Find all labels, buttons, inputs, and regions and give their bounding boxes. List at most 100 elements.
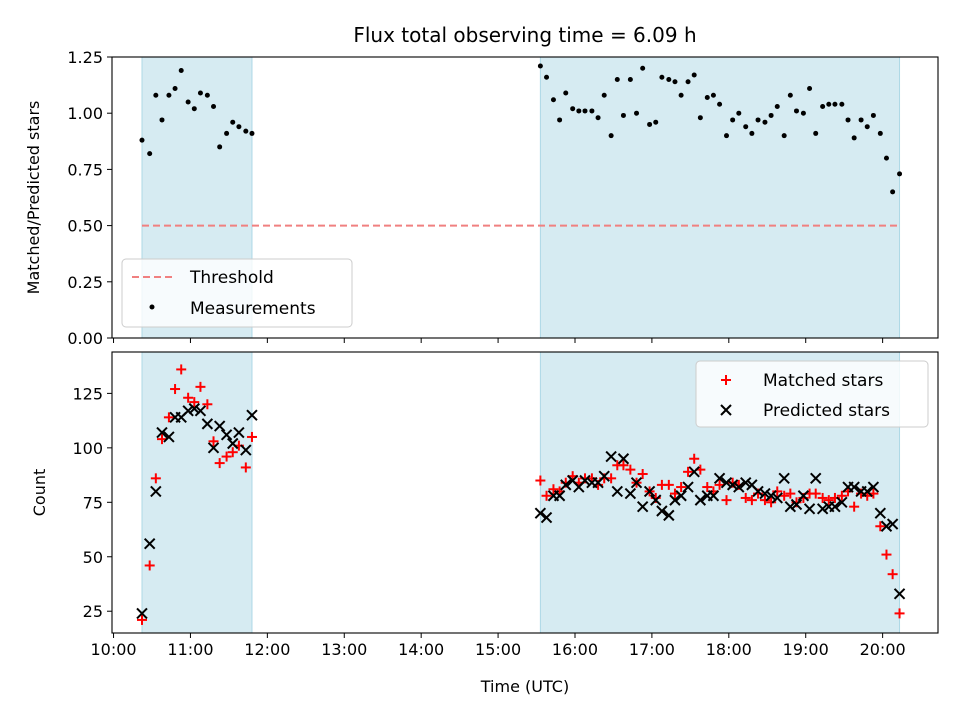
predicted-point: [650, 494, 662, 506]
measurement-point: [620, 112, 626, 118]
measurement-point: [890, 189, 896, 195]
predicted-point: [759, 487, 771, 500]
predicted-point: [765, 490, 777, 502]
predicted-point: [893, 588, 906, 600]
measurement-point: [563, 90, 569, 96]
predicted-point: [240, 444, 252, 456]
y-tick-label: 50: [83, 548, 103, 567]
predicted-point: [163, 431, 175, 443]
measurement-point: [550, 97, 556, 103]
matched-point: [246, 431, 257, 442]
y-tick-label: 1.25: [67, 48, 103, 67]
predicted-point: [874, 507, 887, 519]
predicted-point: [771, 492, 783, 504]
predicted-point: [816, 503, 829, 515]
measurement-point: [678, 92, 684, 98]
measurement-point: [166, 92, 172, 98]
x-axis-label: Time (UTC): [480, 677, 569, 696]
matched-point: [214, 458, 225, 469]
measurement-point: [627, 76, 633, 82]
top-y-axis-label: Matched/Predicted stars: [24, 101, 43, 295]
bottom-y-axis-label: Count: [30, 469, 49, 517]
y-tick-label: 0.75: [67, 160, 103, 179]
measurement-point: [647, 121, 653, 127]
measurement-point: [582, 108, 588, 114]
measurement-point: [691, 72, 697, 78]
shaded-interval-0: [141, 351, 253, 634]
bottom-x-ticks: 10:00 11:00 12:00 13:00 14:00 15:00 16:00 17:00…: [90, 633, 906, 659]
legend-matched-swatch: [721, 375, 731, 385]
measurement-point: [672, 79, 678, 85]
measurement-point: [236, 124, 242, 130]
predicted-point: [682, 481, 694, 493]
predicted-point: [617, 453, 630, 465]
predicted-point: [207, 442, 220, 454]
matched-point: [227, 447, 238, 458]
y-tick-label: 0.50: [67, 217, 103, 236]
matched-point: [663, 479, 674, 490]
matched-point: [136, 614, 147, 625]
predicted-point: [611, 485, 623, 498]
y-tick-label: 100: [72, 439, 103, 458]
x-tick-label: 14:00: [398, 640, 444, 659]
measurement-point: [659, 74, 665, 80]
measurement-point: [839, 101, 845, 107]
predicted-point: [643, 485, 656, 498]
matched-point: [189, 397, 200, 408]
measurement-point: [570, 106, 576, 112]
bottom-panel: 25 50 75 100 125 10:00 11:00 12:00 13:00 14:00 15…: [30, 351, 939, 696]
predicted-point: [201, 418, 214, 430]
predicted-point: [136, 607, 148, 620]
x-tick-label: 13:00: [321, 640, 367, 659]
matched-point: [144, 560, 155, 571]
measurement-point: [147, 151, 153, 157]
measurement-point: [230, 119, 236, 125]
measurement-point: [178, 67, 184, 73]
predicted-point: [733, 481, 745, 493]
matched-point: [817, 492, 828, 503]
y-tick-label: 0.25: [67, 273, 103, 292]
predicted-point: [740, 476, 752, 489]
measurement-point: [608, 133, 614, 139]
legend-threshold-label: Threshold: [189, 268, 274, 288]
predicted-point: [778, 472, 790, 485]
predicted-point: [675, 490, 687, 502]
predicted-point: [188, 402, 200, 415]
predicted-point: [803, 503, 816, 515]
predicted-point: [220, 429, 233, 441]
measurement-point: [813, 130, 819, 136]
predicted-point: [624, 487, 637, 500]
top-legend-box: [121, 258, 353, 328]
measurement-point: [749, 130, 755, 136]
measurement-point: [249, 130, 255, 136]
bottom-legend-box: [695, 360, 929, 428]
matched-point: [746, 495, 757, 506]
measurement-point: [864, 124, 870, 130]
measurement-point: [768, 112, 774, 118]
predicted-point: [663, 509, 675, 522]
measurement-point: [589, 108, 595, 114]
matched-point: [785, 488, 796, 499]
predicted-point: [553, 490, 566, 502]
predicted-point: [886, 518, 899, 530]
predicted-point: [861, 485, 873, 498]
measurement-point: [762, 119, 768, 125]
measurement-point: [807, 85, 813, 91]
measurement-point: [576, 108, 582, 114]
top-x-ticks: [113, 338, 884, 343]
measurements-points: [139, 63, 903, 195]
predicted-point: [688, 466, 700, 478]
predicted-point: [143, 537, 156, 550]
predicted-point: [790, 498, 803, 511]
top-axes-frame: [111, 56, 939, 339]
x-tick-label: 11:00: [167, 640, 213, 659]
x-tick-label: 20:00: [860, 640, 906, 659]
y-tick-label: 125: [72, 384, 103, 403]
matched-point: [548, 484, 559, 495]
matched-point: [689, 453, 700, 464]
measurement-point: [717, 101, 723, 107]
measurement-point: [704, 94, 710, 100]
predicted-point: [784, 500, 797, 513]
matched-point: [163, 412, 174, 423]
